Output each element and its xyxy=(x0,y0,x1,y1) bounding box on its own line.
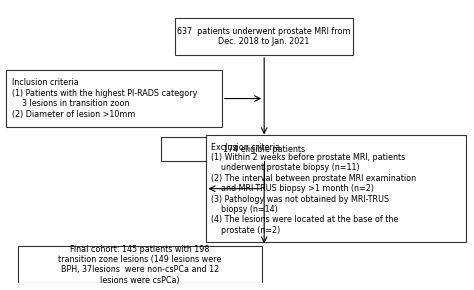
Text: Final cohort: 145 patients with 198
transition zone lesions (149 lesions were
BP: Final cohort: 145 patients with 198 tran… xyxy=(58,245,221,285)
Bar xyxy=(175,18,353,55)
Bar xyxy=(161,137,367,161)
Bar xyxy=(6,70,222,127)
Text: Exclusion criteria
(1) Within 2 weeks before prostate MRI, patients
    underwen: Exclusion criteria (1) Within 2 weeks be… xyxy=(211,143,416,235)
Text: 174 eligible patients: 174 eligible patients xyxy=(223,145,305,154)
Text: 637  patients underwent prostate MRI from
Dec. 2018 to Jan. 2021: 637 patients underwent prostate MRI from… xyxy=(177,27,351,46)
Bar xyxy=(206,135,466,242)
Bar xyxy=(18,246,262,283)
Text: Inclusion criteria
(1) Patients with the highest PI-RADS category
    3 lesions : Inclusion criteria (1) Patients with the… xyxy=(12,79,197,119)
